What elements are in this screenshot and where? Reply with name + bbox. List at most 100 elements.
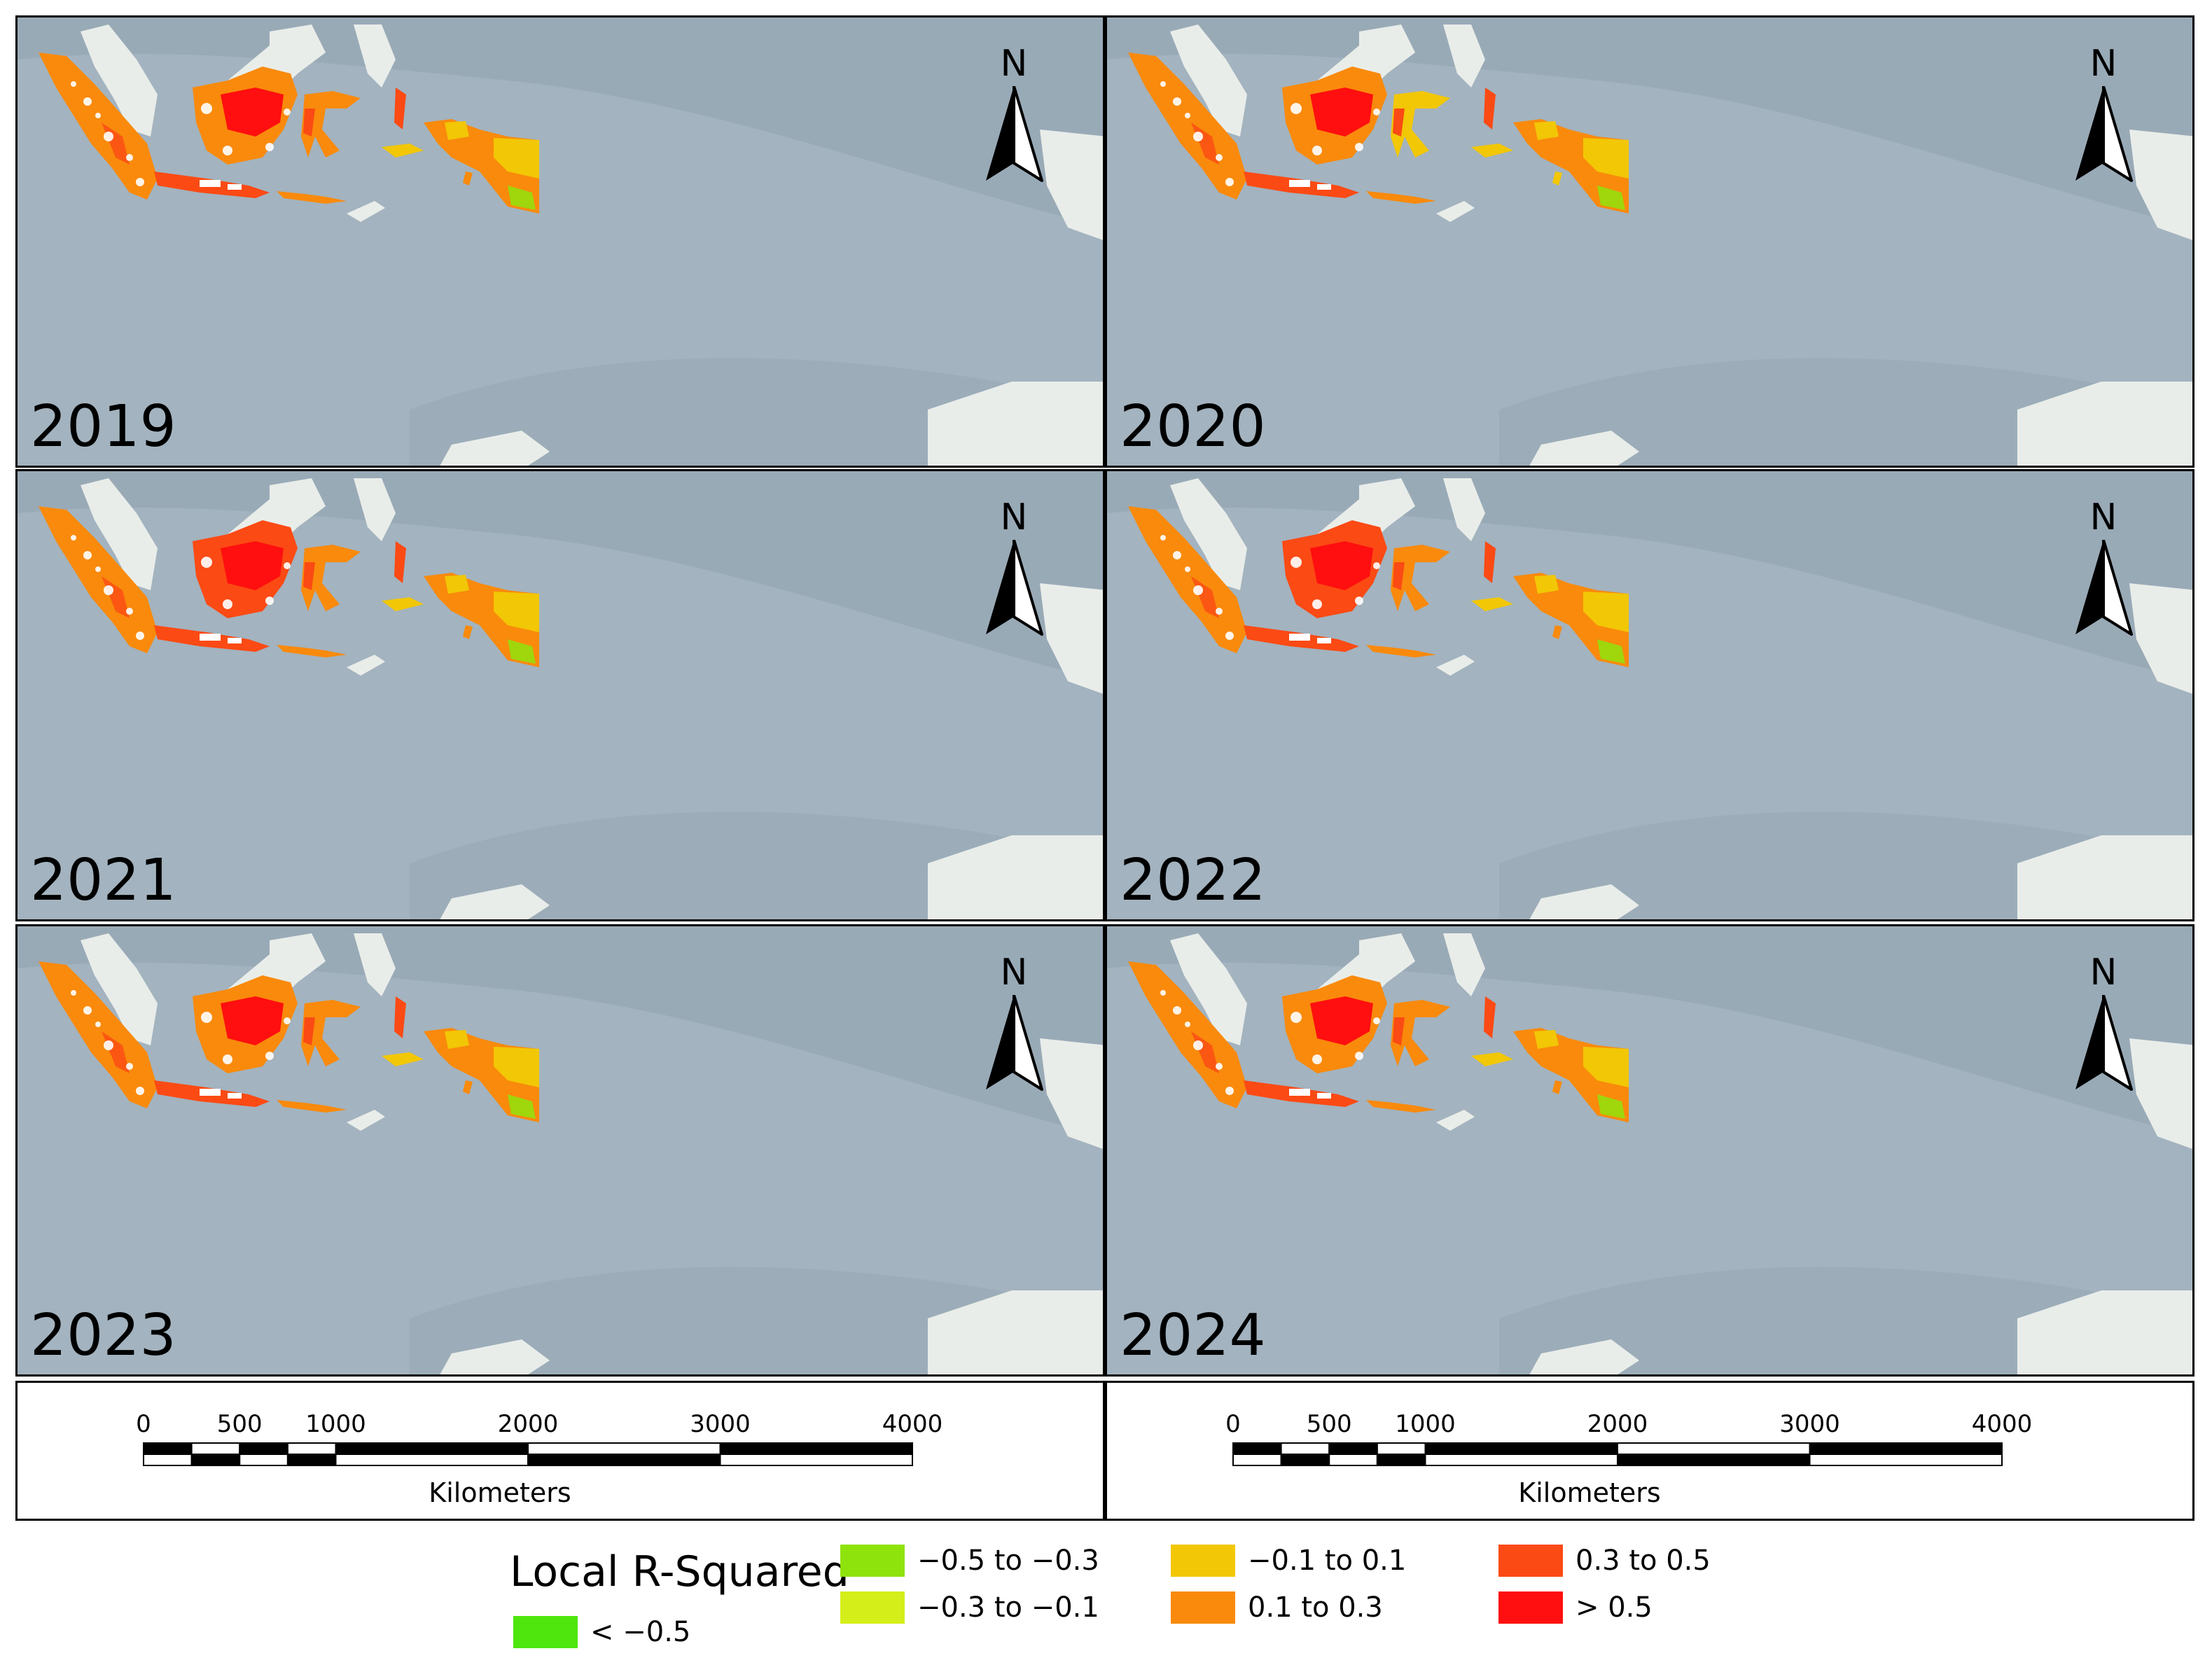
north-arrow: N [2065,46,2142,186]
scale-tick-label: 2000 [498,1410,559,1438]
map-panel-2019: N 2019 [15,15,1105,468]
scale-tick-label: 1000 [1395,1410,1456,1438]
legend-swatch [1171,1545,1235,1577]
year-label: 2022 [1120,847,1266,914]
scale-tick-label: 1000 [305,1410,366,1438]
scale-segment [143,1442,193,1455]
north-arrow: N [2065,954,2142,1094]
map-image [18,471,1103,919]
north-arrow: N [975,954,1052,1094]
legend-label: −0.5 to −0.3 [917,1545,1099,1577]
year-label: 2019 [30,393,176,460]
map-image [18,18,1103,466]
map-image [1107,471,2192,919]
scale-segment [239,1454,288,1466]
legend-swatch [1498,1545,1563,1577]
scale-tick-label: 0 [1225,1410,1241,1438]
map-panel-2020: N 2020 [1105,15,2194,468]
north-arrow-icon [986,86,1043,182]
north-label: N [2089,496,2117,538]
scale-segment [1376,1442,1426,1455]
scale-segment [1424,1442,1618,1455]
year-label: 2020 [1120,393,1266,460]
legend: Local R-Squared < −0.5 −0.5 to −0.3 −0.3… [0,1526,2212,1658]
legend-item-neg03-neg01: −0.3 to −0.1 [840,1591,1099,1624]
legend-swatch [513,1616,578,1648]
north-arrow-icon [2075,540,2133,636]
scale-segment [527,1454,721,1466]
scale-segment [1424,1454,1618,1466]
scale-unit-label: Kilometers [429,1477,571,1508]
scale-segment [1280,1454,1330,1466]
legend-item-lt-neg05: < −0.5 [513,1616,690,1648]
scale-segment [1232,1454,1282,1466]
scale-segment [239,1442,288,1455]
scale-segment [1328,1454,1378,1466]
scale-segment [1280,1442,1330,1455]
scale-tick-label: 3000 [1779,1410,1840,1438]
north-arrow: N [2065,499,2142,639]
scale-segment [190,1454,241,1466]
year-label: 2024 [1120,1302,1266,1369]
scale-segment [1809,1442,2003,1455]
scale-segment [719,1442,913,1455]
scale-segment [286,1454,337,1466]
scale-segment [190,1442,241,1455]
legend-swatch [1498,1591,1563,1624]
north-arrow: N [975,499,1052,639]
map-panel-2023: N 2023 [15,924,1105,1377]
map-panel-2021: N 2021 [15,469,1105,921]
scale-tick-label: 0 [136,1410,151,1438]
scale-segment [1617,1442,1811,1455]
legend-item-gt-05: > 0.5 [1498,1591,1653,1624]
map-image [1107,18,2192,466]
map-panel-2022: N 2022 [1105,469,2194,921]
north-label: N [2089,43,2117,85]
scale-segment [1232,1442,1282,1455]
scale-bar-right: 0 500 1000 2000 3000 4000 Kilometers [1105,1381,2194,1521]
scale-segment [335,1454,529,1466]
scale-unit-label: Kilometers [1518,1477,1660,1508]
scale-segment [1809,1454,2003,1466]
legend-swatch [840,1591,905,1624]
north-arrow-icon [2075,995,2133,1091]
north-arrow-icon [986,995,1043,1091]
map-image [1107,926,2192,1374]
scale-bar-left: 0 500 1000 2000 3000 4000 Kilometers [15,1381,1105,1521]
year-label: 2023 [30,1302,176,1369]
scale-tick-label: 4000 [1972,1410,2033,1438]
scale-segment [1617,1454,1811,1466]
scale-tick-label: 4000 [882,1410,943,1438]
scale-tick-label: 500 [217,1410,263,1438]
north-arrow: N [975,46,1052,186]
map-panel-2024: N 2024 [1105,924,2194,1377]
legend-swatch [840,1545,905,1577]
scale-segment [1376,1454,1426,1466]
year-label: 2021 [30,847,176,914]
scale-segment [286,1442,337,1455]
legend-label: 0.1 to 0.3 [1248,1591,1383,1624]
north-arrow-icon [986,540,1043,636]
legend-label: −0.1 to 0.1 [1248,1545,1407,1577]
legend-item-neg01-01: −0.1 to 0.1 [1171,1545,1406,1577]
scale-tick-label: 3000 [690,1410,751,1438]
scale-segment [335,1442,529,1455]
scale-segment [1328,1442,1378,1455]
scale-tick-label: 500 [1307,1410,1352,1438]
scale-segment [143,1454,193,1466]
north-label: N [1000,43,1028,85]
legend-label: −0.3 to −0.1 [917,1591,1099,1624]
north-label: N [1000,496,1028,538]
scale-segment [527,1442,721,1455]
north-label: N [2089,952,2117,994]
scale-segment [719,1454,913,1466]
legend-title: Local R-Squared [510,1547,849,1596]
legend-label: < −0.5 [590,1616,691,1648]
map-image [18,926,1103,1374]
legend-item-neg05-neg03: −0.5 to −0.3 [840,1545,1099,1577]
north-label: N [1000,952,1028,994]
legend-item-01-03: 0.1 to 0.3 [1171,1591,1383,1624]
legend-item-03-05: 0.3 to 0.5 [1498,1545,1711,1577]
scale-tick-label: 2000 [1587,1410,1648,1438]
north-arrow-icon [2075,86,2133,182]
